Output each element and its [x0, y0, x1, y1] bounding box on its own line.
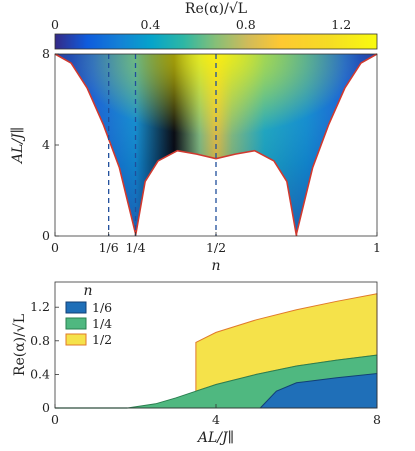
colorbar-tick-label: 0.4 [140, 17, 160, 32]
x-tick-label: 1 [373, 240, 381, 255]
dashed-lines [108, 54, 217, 236]
area-xlabel: AL/J∥ [196, 430, 234, 446]
heatmap-boundary [54, 53, 378, 237]
legend-swatch [65, 317, 87, 330]
x-tick-label: 1/4 [125, 240, 145, 255]
y-tick-label: 4 [42, 137, 50, 152]
y-tick-label: 0 [42, 228, 50, 243]
y-tick-label: 0.4 [30, 366, 50, 381]
legend-title: n [83, 283, 92, 299]
y-tick-label: 0 [42, 400, 50, 415]
x-tick-label: 0 [51, 240, 59, 255]
legend-swatch [65, 333, 87, 346]
area-ticks: 0 4 8 0 0.4 0.8 1.2 [30, 299, 381, 427]
x-tick-label: 8 [373, 412, 381, 427]
colorbar-tick-label: 0.8 [236, 17, 256, 32]
legend-label: 1/4 [92, 316, 112, 331]
y-tick-label: 0.8 [30, 333, 50, 348]
colorbar-tick-label: 1.2 [331, 17, 351, 32]
x-tick-label: 0 [51, 412, 59, 427]
colorbar-title: Re(α)/√L [185, 1, 247, 17]
x-tick-label: 4 [212, 412, 220, 427]
legend-label: 1/6 [92, 300, 112, 315]
heatmap-ylabel: AL/J∥ [10, 127, 26, 165]
colorbar: Re(α)/√L 0 0.4 0.8 1.2 [51, 1, 378, 50]
area-series [55, 293, 378, 409]
legend: n 1/61/41/2 [65, 283, 112, 347]
x-tick-label: 1/2 [206, 240, 226, 255]
y-tick-label: 8 [42, 46, 50, 61]
heatmap-ticks: 0 1/6 1/4 1/2 1 0 4 8 [42, 46, 381, 255]
legend-swatch [65, 301, 87, 314]
heatmap-xlabel: n [211, 258, 220, 274]
colorbar-ticks: 0 0.4 0.8 1.2 [51, 17, 351, 32]
colorbar-tick-label: 0 [51, 17, 59, 32]
legend-label: 1/2 [92, 332, 112, 347]
y-tick-label: 1.2 [30, 299, 50, 314]
area-panel: 0 4 8 0 0.4 0.8 1.2 AL/J∥ Re(α)/√L n 1/61/41/2 [12, 281, 381, 446]
area-ylabel: Re(α)/√L [12, 314, 28, 376]
x-tick-label: 1/6 [99, 240, 119, 255]
colorbar-gradient [54, 33, 378, 50]
heatmap-panel: 0 1/6 1/4 1/2 1 0 4 8 n AL/J∥ [10, 46, 381, 274]
